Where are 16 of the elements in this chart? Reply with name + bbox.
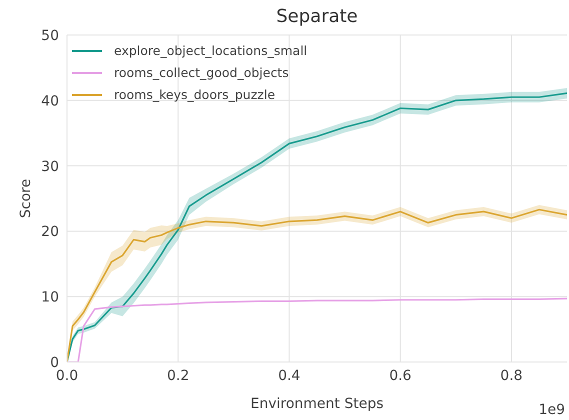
y-axis-title: Score <box>18 178 34 218</box>
x-tick-label: 0.4 <box>278 368 300 384</box>
y-tick-label: 40 <box>41 93 59 110</box>
y-tick-label: 50 <box>41 28 59 44</box>
x-tick-label: 0.6 <box>389 368 412 384</box>
y-tick-label: 20 <box>41 224 59 240</box>
x-axis-title: Environment Steps <box>250 396 384 412</box>
y-tick-label: 30 <box>41 158 59 175</box>
y-tick-label: 10 <box>41 290 59 306</box>
x-tick-label: 0.8 <box>500 368 523 384</box>
legend-label: rooms_keys_doors_puzzle <box>114 86 276 104</box>
legend-label: explore_object_locations_small <box>114 42 308 60</box>
chart-title: Separate <box>275 6 359 27</box>
x-tick-label: 0.2 <box>166 368 190 384</box>
legend-label: rooms_collect_good_objects <box>114 64 289 82</box>
text: 1e9 <box>538 402 565 418</box>
